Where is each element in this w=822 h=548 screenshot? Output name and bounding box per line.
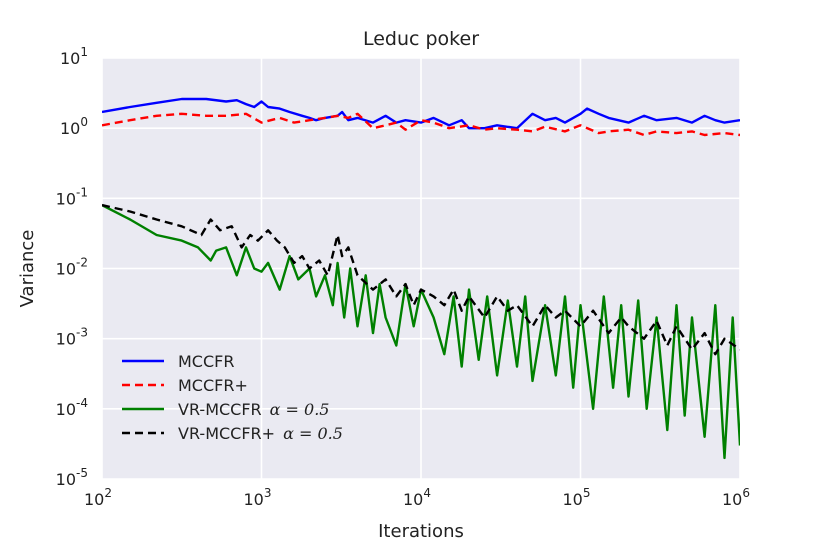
legend-label-3: VR-MCCFR+ α = 0.5: [178, 424, 343, 443]
chart-title: Leduc poker: [363, 28, 479, 50]
y-tick-label-5-base: 10: [56, 400, 76, 419]
legend-label-1: MCCFR+: [178, 376, 248, 395]
x-tick-label-4: 106: [722, 486, 750, 509]
x-tick-label-1: 103: [244, 486, 272, 509]
y-tick-label-0-base: 10: [60, 49, 80, 68]
legend-name-0: MCCFR: [178, 352, 234, 371]
x-tick-label-1-exp: 3: [264, 486, 272, 500]
x-tick-label-2: 104: [403, 486, 431, 509]
x-tick-label-2-base: 10: [403, 490, 423, 509]
y-tick-label-1-base: 10: [60, 119, 80, 138]
x-tick-label-0: 102: [84, 486, 112, 509]
x-tick-label-0-exp: 2: [104, 486, 112, 500]
y-tick-label-6-base: 10: [56, 470, 76, 489]
y-tick-label-1: 100: [60, 115, 88, 138]
y-tick-label-0: 101: [60, 45, 88, 68]
y-tick-label-1-exp: 0: [80, 115, 88, 129]
y-tick-label-3: 10-2: [56, 256, 88, 279]
series-line-1: [102, 112, 740, 137]
series-line-0: [102, 97, 740, 130]
y-tick-label-0-exp: 1: [80, 45, 88, 59]
y-tick-label-3-base: 10: [56, 260, 76, 279]
legend-alpha-3: α = 0.5: [283, 424, 343, 443]
y-tick-label-2-exp: -1: [76, 185, 88, 199]
x-tick-label-2-exp: 4: [423, 486, 431, 500]
legend-name-2: VR-MCCFR: [178, 400, 262, 419]
x-tick-label-4-base: 10: [722, 490, 742, 509]
legend-name-1: MCCFR+: [178, 376, 248, 395]
x-tick-label-3: 105: [563, 486, 591, 509]
x-tick-label-4-exp: 6: [742, 486, 750, 500]
legend-alpha-2: α = 0.5: [270, 400, 330, 419]
y-tick-label-4-exp: -3: [76, 326, 88, 340]
legend-label-0: MCCFR: [178, 352, 234, 371]
y-axis-label: Variance: [17, 230, 38, 308]
y-tick-label-5: 10-4: [56, 396, 88, 419]
y-tick-label-5-exp: -4: [76, 396, 88, 410]
y-tick-label-2-base: 10: [56, 189, 76, 208]
y-tick-label-6-exp: -5: [76, 466, 88, 480]
y-tick-label-3-exp: -2: [76, 256, 88, 270]
y-tick-label-6: 10-5: [56, 466, 88, 489]
series-line-2: [102, 204, 740, 460]
y-tick-label-4: 10-3: [56, 326, 88, 349]
legend-name-3: VR-MCCFR+: [178, 424, 275, 443]
y-tick-label-2: 10-1: [56, 185, 88, 208]
legend-label-2: VR-MCCFR α = 0.5: [178, 400, 329, 419]
x-tick-label-3-base: 10: [563, 490, 583, 509]
series-group: [102, 97, 740, 460]
x-tick-label-1-base: 10: [244, 490, 264, 509]
x-tick-label-0-base: 10: [84, 490, 104, 509]
x-axis-label: Iterations: [378, 521, 464, 542]
x-tick-label-3-exp: 5: [583, 486, 591, 500]
series-line-3: [102, 203, 740, 356]
y-tick-label-4-base: 10: [56, 330, 76, 349]
